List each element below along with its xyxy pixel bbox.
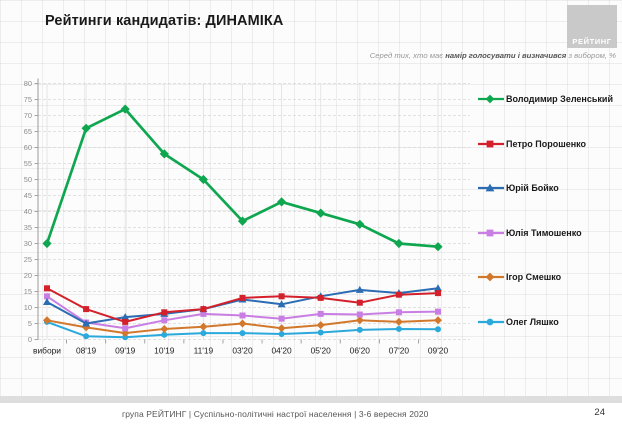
legend-label: Юрій Бойко bbox=[506, 183, 559, 193]
svg-text:80: 80 bbox=[24, 79, 32, 88]
rating-group-logo-text: РЕЙТИНГ bbox=[572, 37, 612, 46]
svg-text:40: 40 bbox=[24, 207, 32, 216]
svg-text:11'19: 11'19 bbox=[194, 346, 214, 356]
ratings-line-chart: 0 5 10 15 20 25 30 35 40 45 50 55 60 65 70 75 80 вибори 08… bbox=[24, 78, 470, 356]
svg-text:05'20: 05'20 bbox=[311, 346, 332, 356]
svg-text:03'20: 03'20 bbox=[232, 346, 253, 356]
svg-text:вибори: вибори bbox=[33, 346, 61, 356]
subtitle-bold: намір голосувати і визначився bbox=[445, 51, 567, 60]
svg-text:07'20: 07'20 bbox=[389, 346, 410, 356]
legend-label: Володимир Зеленський bbox=[506, 94, 613, 104]
svg-text:20: 20 bbox=[24, 271, 32, 280]
gridpaper-background bbox=[0, 0, 622, 399]
legend-item-zelenskyi: Володимир Зеленський bbox=[477, 93, 613, 105]
legend-label: Юлія Тимошенко bbox=[506, 227, 582, 238]
svg-text:08'19: 08'19 bbox=[76, 346, 97, 356]
page-number: 24 bbox=[594, 407, 605, 418]
legend-item-liashko: Олег Ляшко bbox=[477, 316, 613, 328]
legend-marker-square bbox=[478, 140, 504, 147]
legend-marker-diamond bbox=[478, 94, 504, 104]
subtitle-prefix: Серед тих, хто має bbox=[369, 51, 446, 60]
svg-text:25: 25 bbox=[24, 255, 32, 264]
subtitle-suffix: з вибором, % bbox=[566, 51, 616, 60]
legend-marker-diamond bbox=[478, 272, 504, 282]
svg-text:04'20: 04'20 bbox=[271, 346, 292, 356]
page-title: Рейтинги кандидатів: ДИНАМІКА bbox=[45, 13, 284, 29]
svg-text:35: 35 bbox=[24, 223, 32, 232]
footer-area bbox=[0, 403, 622, 431]
legend-label: Ігор Смешко bbox=[506, 272, 562, 282]
svg-text:15: 15 bbox=[24, 287, 32, 296]
footer-text: група РЕЙТИНГ | Суспільно-політичні наст… bbox=[122, 409, 429, 419]
svg-text:30: 30 bbox=[24, 239, 32, 248]
chart-legend: Володимир Зеленський Петро Порошенко Юрі… bbox=[477, 93, 613, 360]
svg-text:50: 50 bbox=[24, 175, 32, 184]
svg-text:10: 10 bbox=[24, 303, 32, 312]
rating-group-logo: РЕЙТИНГ bbox=[567, 5, 617, 48]
svg-text:75: 75 bbox=[24, 95, 32, 104]
svg-text:5: 5 bbox=[28, 319, 32, 328]
chart-area: 0 5 10 15 20 25 30 35 40 45 50 55 60 65 70 75 80 вибори 08… bbox=[18, 72, 478, 372]
svg-text:65: 65 bbox=[24, 127, 32, 136]
svg-text:60: 60 bbox=[24, 143, 32, 152]
svg-text:45: 45 bbox=[24, 191, 32, 200]
svg-text:0: 0 bbox=[28, 335, 32, 344]
legend-marker-square bbox=[478, 229, 504, 236]
svg-text:55: 55 bbox=[24, 159, 32, 168]
legend-item-poroshenko: Петро Порошенко bbox=[477, 138, 613, 150]
svg-text:10'19: 10'19 bbox=[154, 346, 175, 356]
svg-text:09'20: 09'20 bbox=[428, 346, 449, 356]
legend-item-smeshko: Ігор Смешко bbox=[477, 271, 613, 283]
legend-label: Олег Ляшко bbox=[506, 316, 559, 327]
chart-subtitle: Серед тих, хто має намір голосувати і ви… bbox=[196, 51, 616, 60]
svg-text:06'20: 06'20 bbox=[350, 346, 371, 356]
legend-item-tymoshenko: Юлія Тимошенко bbox=[477, 227, 613, 239]
svg-text:70: 70 bbox=[24, 111, 32, 120]
footer-divider bbox=[0, 396, 622, 403]
svg-text:09'19: 09'19 bbox=[115, 346, 136, 356]
legend-item-boiko: Юрій Бойко bbox=[477, 182, 613, 194]
legend-marker-circle bbox=[478, 318, 504, 325]
legend-label: Петро Порошенко bbox=[506, 138, 587, 149]
legend-marker-triangle bbox=[478, 183, 504, 192]
